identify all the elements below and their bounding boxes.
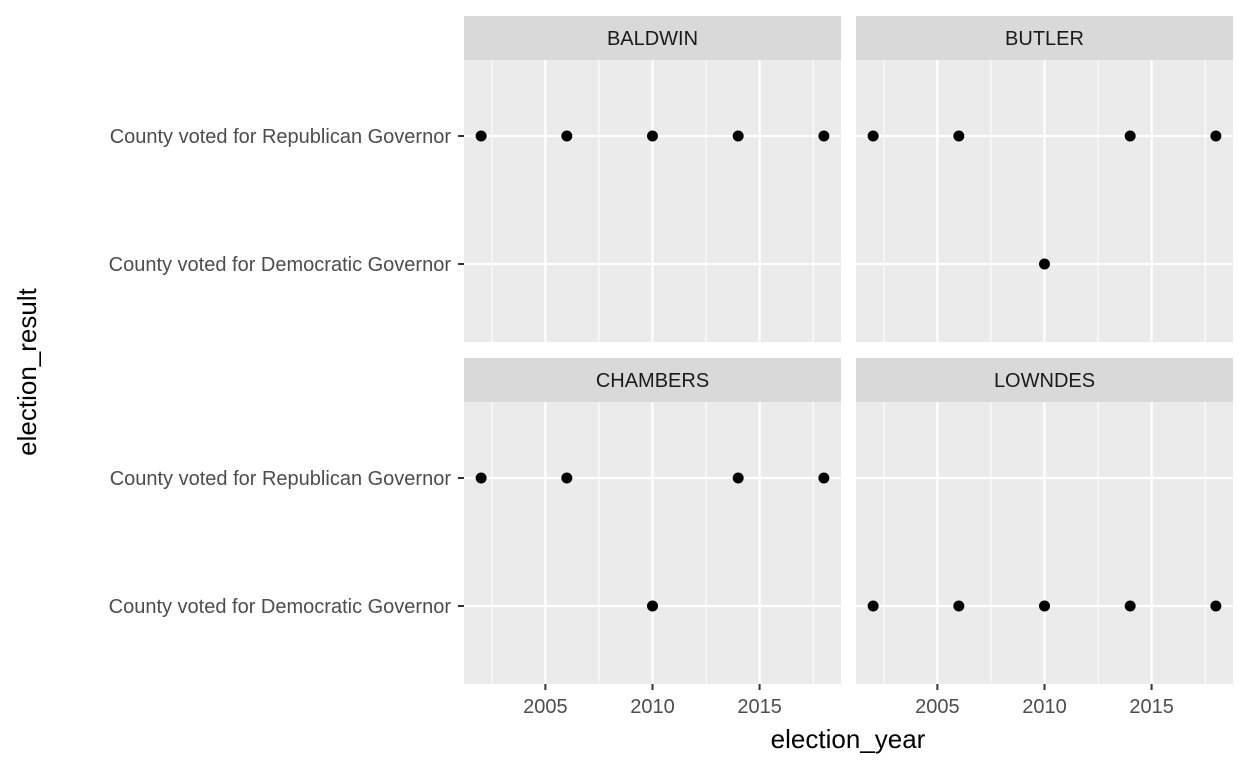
data-point <box>1039 258 1050 270</box>
data-point <box>953 130 965 142</box>
facet-strip-label: BUTLER <box>1005 28 1084 50</box>
data-point <box>1039 600 1050 612</box>
x-tick-label: 2015 <box>737 696 782 718</box>
data-point <box>1124 130 1136 142</box>
data-point <box>647 600 658 612</box>
facet-panels: BALDWIN County voted for Democratic Gover… <box>109 16 1233 718</box>
x-tick-label: 2010 <box>1022 696 1067 718</box>
x-tick-label: 2005 <box>523 696 568 718</box>
facet-strip-label: LOWNDES <box>994 370 1095 392</box>
facet-strip <box>856 16 1233 60</box>
x-axis-title: election_year <box>771 724 926 754</box>
facet-panel-baldwin: BALDWIN County voted for Democratic Gover… <box>109 16 841 342</box>
data-point <box>647 130 658 142</box>
facet-panel-butler: BUTLER <box>856 16 1233 342</box>
y-tick-label: County voted for Republican Governor <box>110 468 452 490</box>
data-point <box>1210 600 1222 612</box>
data-point <box>818 472 830 484</box>
y-tick-label: County voted for Democratic Governor <box>109 254 452 276</box>
data-point <box>953 600 965 612</box>
facet-strip <box>464 16 841 60</box>
data-point <box>475 472 487 484</box>
facet-strip-label: CHAMBERS <box>596 370 709 392</box>
data-point <box>867 600 879 612</box>
y-axis-title: election_result <box>12 287 42 455</box>
facet-panel-lowndes: LOWNDES 2005 2010 2015 <box>856 358 1233 718</box>
y-tick-label: County voted for Republican Governor <box>110 126 452 148</box>
data-point <box>475 130 487 142</box>
x-tick-label: 2015 <box>1129 696 1174 718</box>
x-tick-label: 2005 <box>915 696 960 718</box>
data-point <box>561 130 573 142</box>
data-point <box>732 130 744 142</box>
data-point <box>818 130 830 142</box>
data-point <box>1210 130 1222 142</box>
facet-panel-chambers: CHAMBERS County voted for Democratic Gove… <box>109 358 841 718</box>
data-point <box>732 472 744 484</box>
facet-strip <box>856 358 1233 402</box>
facet-strip <box>464 358 841 402</box>
data-point <box>561 472 573 484</box>
y-tick-label: County voted for Democratic Governor <box>109 596 452 618</box>
data-point <box>1124 600 1136 612</box>
facet-strip-label: BALDWIN <box>607 28 698 50</box>
data-point <box>867 130 879 142</box>
x-tick-label: 2010 <box>630 696 675 718</box>
